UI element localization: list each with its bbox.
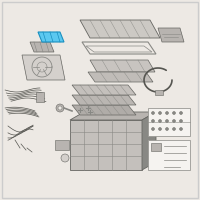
Circle shape bbox=[158, 128, 162, 130]
Circle shape bbox=[61, 154, 69, 162]
Polygon shape bbox=[30, 42, 54, 52]
FancyBboxPatch shape bbox=[155, 90, 163, 95]
Polygon shape bbox=[72, 105, 136, 115]
FancyBboxPatch shape bbox=[148, 108, 190, 136]
FancyBboxPatch shape bbox=[148, 140, 190, 170]
Polygon shape bbox=[158, 28, 184, 42]
FancyBboxPatch shape bbox=[55, 140, 69, 150]
Circle shape bbox=[166, 119, 168, 122]
Polygon shape bbox=[88, 72, 153, 82]
Circle shape bbox=[172, 128, 176, 130]
Polygon shape bbox=[142, 112, 156, 170]
Polygon shape bbox=[80, 20, 160, 38]
Polygon shape bbox=[38, 32, 64, 42]
Circle shape bbox=[180, 119, 182, 122]
FancyBboxPatch shape bbox=[151, 143, 161, 151]
Circle shape bbox=[56, 104, 64, 112]
Circle shape bbox=[166, 128, 168, 130]
FancyBboxPatch shape bbox=[36, 92, 44, 102]
Circle shape bbox=[158, 112, 162, 114]
Polygon shape bbox=[22, 55, 65, 80]
Circle shape bbox=[152, 112, 154, 114]
Circle shape bbox=[180, 112, 182, 114]
Circle shape bbox=[180, 128, 182, 130]
Polygon shape bbox=[90, 60, 155, 72]
Circle shape bbox=[152, 119, 154, 122]
Circle shape bbox=[172, 119, 176, 122]
Circle shape bbox=[58, 106, 62, 110]
Polygon shape bbox=[70, 112, 156, 120]
Circle shape bbox=[152, 128, 154, 130]
Circle shape bbox=[158, 119, 162, 122]
Polygon shape bbox=[72, 85, 136, 95]
Circle shape bbox=[172, 112, 176, 114]
FancyBboxPatch shape bbox=[70, 120, 142, 170]
Polygon shape bbox=[72, 95, 136, 105]
Circle shape bbox=[166, 112, 168, 114]
